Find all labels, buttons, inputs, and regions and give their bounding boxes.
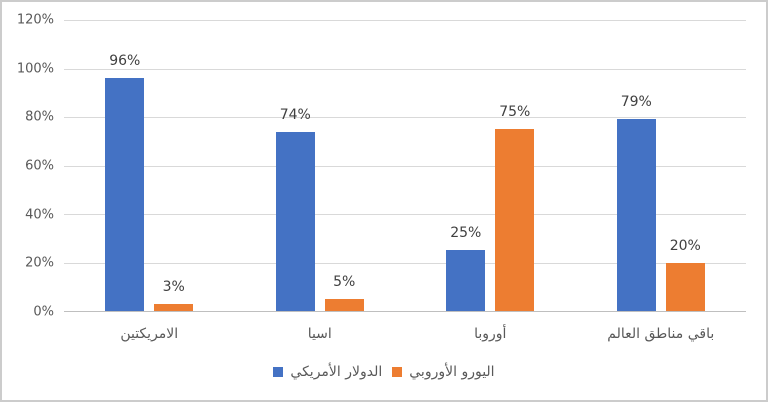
bar-column: 96% [105, 20, 145, 311]
legend-swatch [273, 367, 284, 377]
y-tick-label: 0% [33, 304, 54, 320]
category-label: باقي مناطق العالم [607, 326, 715, 342]
bar-group: 96% 3% [64, 20, 235, 311]
bar-group: 25% 75% [405, 20, 576, 311]
bar-column: 75% [495, 20, 535, 311]
data-label: 79% [620, 94, 652, 111]
bar-series-2 [495, 129, 535, 311]
bar-groups: 96% 3% 74% 5% 25% 75% 79% 20% [64, 20, 746, 311]
data-label: 75% [499, 104, 531, 121]
gridline [64, 117, 746, 119]
plot-area: 96% 3% 74% 5% 25% 75% 79% 20% [64, 20, 746, 312]
bar-column: 5% [324, 20, 364, 311]
data-label: 5% [333, 273, 356, 290]
legend-item: اليورو الأوروبي [392, 364, 495, 380]
data-label: 20% [669, 237, 701, 254]
y-axis: 0% 20% 40% 60% 80% 100% 120% [2, 13, 54, 320]
data-label: 96% [109, 53, 141, 70]
bar-column: 20% [665, 20, 705, 311]
data-label: 74% [279, 106, 311, 123]
legend-label: اليورو الأوروبي [409, 364, 495, 380]
bar-column: 79% [616, 20, 656, 311]
y-tick-label: 60% [25, 158, 54, 174]
legend-swatch [392, 367, 403, 377]
data-label: 3% [162, 278, 185, 295]
gridlines [64, 20, 746, 311]
bar-series-2 [324, 298, 364, 311]
bar-group: 74% 5% [235, 20, 406, 311]
legend: الدولار الأمريكي اليورو الأوروبي [2, 360, 766, 384]
gridline [64, 20, 746, 21]
bar-series-1 [616, 119, 656, 311]
data-label: 25% [450, 225, 482, 242]
bar-series-1 [275, 131, 315, 311]
gridline [64, 68, 746, 70]
gridline [64, 262, 746, 264]
legend-label: الدولار الأمريكي [290, 364, 383, 380]
category-label: أوروبا [474, 326, 507, 342]
gridline [64, 165, 746, 167]
y-tick-label: 120% [16, 12, 54, 28]
category-label: الامريكتين [120, 326, 179, 342]
bar-series-2 [154, 303, 194, 311]
category-label: اسيا [307, 326, 332, 342]
legend-item: الدولار الأمريكي [273, 364, 382, 380]
bar-series-1 [446, 250, 486, 311]
bar-column: 74% [275, 20, 315, 311]
category-axis: الامريكتين اسيا أوروبا باقي مناطق العالم [64, 326, 746, 342]
bar-group: 79% 20% [576, 20, 747, 311]
gridline [64, 214, 746, 216]
y-tick-label: 80% [25, 109, 54, 125]
bar-series-2 [665, 262, 705, 311]
bar-series-1 [105, 78, 145, 311]
y-tick-label: 40% [25, 207, 54, 223]
y-tick-label: 100% [16, 61, 54, 77]
y-tick-label: 20% [25, 255, 54, 271]
bar-column: 3% [154, 20, 194, 311]
bar-column: 25% [446, 20, 486, 311]
